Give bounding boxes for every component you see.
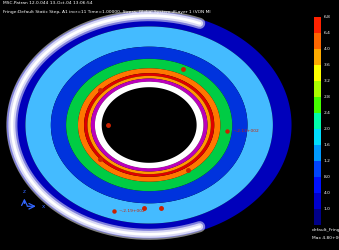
Bar [314, 66, 321, 81]
Polygon shape [84, 73, 214, 177]
Polygon shape [66, 59, 232, 191]
Bar [314, 209, 321, 225]
Bar [314, 50, 321, 66]
Text: ~-2.13+002: ~-2.13+002 [232, 129, 259, 133]
Text: default_Fringe: default_Fringe [312, 228, 339, 232]
Bar [314, 177, 321, 193]
Text: 2.4: 2.4 [324, 111, 331, 115]
Bar [314, 145, 321, 161]
Text: 6.8: 6.8 [324, 16, 331, 20]
Text: 1.0: 1.0 [324, 207, 331, 211]
Polygon shape [25, 26, 273, 224]
Bar [314, 113, 321, 129]
Polygon shape [51, 47, 247, 203]
Bar [314, 81, 321, 97]
Bar [314, 97, 321, 113]
Text: MSC.Patran 12.0.044 13-Oct-04 13:06:54: MSC.Patran 12.0.044 13-Oct-04 13:06:54 [3, 1, 93, 5]
Text: 8.0: 8.0 [324, 175, 331, 179]
Text: x: x [42, 204, 45, 208]
Text: 1.6: 1.6 [324, 143, 331, 147]
Text: z: z [23, 189, 25, 194]
Text: 4.0: 4.0 [324, 48, 331, 52]
Polygon shape [91, 78, 207, 172]
Bar [314, 18, 321, 34]
Text: Max 4.80+003: Max 4.80+003 [312, 236, 339, 240]
Polygon shape [87, 76, 211, 174]
Bar [314, 193, 321, 209]
Bar [314, 34, 321, 50]
Text: 2.0: 2.0 [324, 127, 331, 131]
Text: 6.4: 6.4 [324, 32, 331, 36]
Text: 3.2: 3.2 [324, 79, 331, 83]
Text: 3.6: 3.6 [324, 64, 331, 68]
Polygon shape [78, 68, 220, 182]
Text: 4.0: 4.0 [324, 191, 331, 195]
Text: ~-2.19+002: ~-2.19+002 [119, 209, 145, 213]
Text: 1.2: 1.2 [324, 159, 331, 163]
Text: Fringe:Default Static Step, A1 incr=11 Time=1.00000. Stress, Global System:#Laye: Fringe:Default Static Step, A1 incr=11 T… [3, 10, 211, 14]
Polygon shape [95, 82, 203, 168]
Text: 2.8: 2.8 [324, 95, 331, 99]
Bar [314, 129, 321, 145]
Polygon shape [7, 12, 292, 238]
Bar [314, 161, 321, 177]
